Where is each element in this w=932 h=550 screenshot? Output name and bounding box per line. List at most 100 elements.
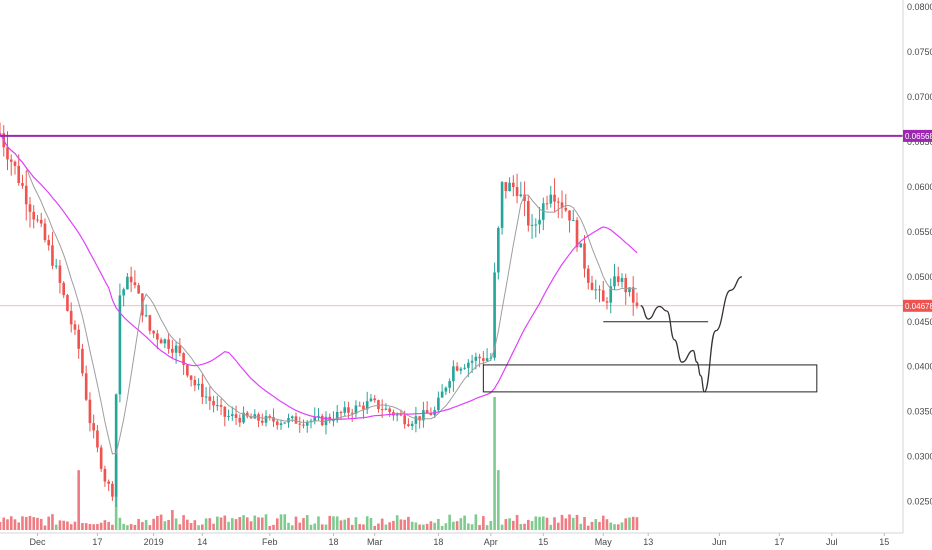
- volume-bar: [234, 519, 238, 530]
- volume-bar: [369, 518, 373, 530]
- volume-bar: [302, 518, 305, 530]
- candle-body: [609, 286, 613, 303]
- candle-body: [635, 302, 639, 306]
- candle-body: [39, 219, 43, 224]
- x-tick-label: Dec: [29, 537, 46, 547]
- candle-body: [249, 416, 253, 419]
- x-tick-label: 17: [92, 537, 102, 547]
- candle-body: [616, 276, 620, 282]
- volume-bar: [219, 517, 223, 530]
- candle-body: [497, 227, 500, 273]
- volume-bar: [358, 524, 362, 530]
- candle-body: [377, 400, 380, 410]
- candle-body: [77, 329, 80, 349]
- candle-body: [197, 383, 200, 386]
- volume-bar: [534, 516, 538, 530]
- volume-bar: [2, 517, 6, 530]
- candle-body: [287, 418, 290, 423]
- volume-bar: [212, 523, 215, 530]
- candle-body: [575, 220, 579, 248]
- candle-body: [448, 381, 451, 388]
- volume-bar: [631, 516, 635, 530]
- volume-bar: [73, 521, 77, 530]
- volume-bar: [594, 519, 598, 530]
- candle-body: [418, 416, 421, 421]
- price-axis[interactable]: [0, 0, 904, 534]
- candle-body: [73, 324, 77, 330]
- volume-bar: [590, 521, 594, 530]
- volume-bar: [298, 522, 302, 530]
- volume-bar: [223, 515, 227, 530]
- volume-bar: [249, 521, 253, 530]
- candle-body: [384, 408, 388, 410]
- volume-bar: [380, 518, 384, 530]
- candle-body: [508, 182, 511, 192]
- candle-body: [538, 219, 541, 225]
- candle-body: [189, 375, 193, 380]
- candle-body: [335, 411, 339, 421]
- volume-bar: [320, 524, 324, 530]
- candle-body: [362, 405, 365, 410]
- volume-bar: [309, 524, 313, 530]
- y-tick-label: 0.03000: [907, 452, 932, 462]
- volume-bar: [500, 524, 504, 530]
- candle-body: [54, 265, 58, 267]
- volume-bar: [6, 519, 9, 530]
- volume-bar: [579, 523, 583, 530]
- volume-bar: [171, 510, 174, 530]
- volume-bar: [245, 517, 249, 530]
- candle-body: [182, 353, 185, 365]
- candle-body: [579, 243, 583, 248]
- volume-bar: [107, 521, 110, 530]
- volume-bar: [118, 517, 122, 530]
- candle-body: [219, 405, 223, 407]
- candle-body: [347, 407, 350, 413]
- candle-body: [58, 265, 62, 283]
- volume-bar: [272, 524, 275, 530]
- volume-bar: [478, 525, 481, 530]
- volume-bar: [635, 517, 639, 530]
- x-tick-label: 17: [774, 537, 784, 547]
- candle-body: [62, 282, 66, 296]
- volume-bar: [167, 520, 170, 530]
- x-tick-label: Mar: [367, 537, 383, 547]
- candle-body: [36, 219, 39, 221]
- candle-body: [489, 357, 493, 359]
- resistance-price-label: 0.06568: [905, 132, 932, 141]
- volume-bar: [28, 516, 32, 530]
- candle-body: [571, 220, 575, 222]
- y-tick-label: 0.02500: [907, 497, 932, 507]
- candle-body: [590, 282, 594, 290]
- candle-body: [96, 430, 99, 448]
- volume-bar: [418, 524, 421, 530]
- volume-bar: [365, 516, 369, 530]
- demand-zone-box[interactable]: [482, 364, 818, 393]
- projection-path[interactable]: [640, 276, 743, 393]
- volume-bar: [257, 517, 260, 530]
- candle-body: [126, 276, 129, 290]
- candle-body: [358, 405, 362, 407]
- moving-average-fast-line: [0, 132, 638, 455]
- candle-body: [459, 368, 463, 371]
- volume-bar: [313, 523, 317, 530]
- last-price-badge: 0.04678: [903, 299, 932, 312]
- volume-bar: [519, 524, 523, 530]
- volume-bar: [399, 519, 403, 530]
- volume-bar: [122, 523, 125, 530]
- candle-body: [163, 339, 167, 344]
- candle-body: [440, 391, 444, 398]
- candle-body: [144, 315, 148, 317]
- candle-body: [294, 416, 298, 424]
- candle-body: [463, 367, 466, 369]
- volume-bars: [0, 397, 639, 530]
- volume-bar: [549, 524, 553, 530]
- candle-body: [530, 224, 534, 226]
- volume-bar: [556, 522, 560, 530]
- volume-bar: [103, 520, 107, 530]
- candle-body: [474, 356, 478, 361]
- volume-bar: [527, 519, 530, 530]
- candle-body: [148, 315, 152, 331]
- y-tick-label: 0.08000: [907, 2, 932, 12]
- candle-body: [534, 224, 538, 226]
